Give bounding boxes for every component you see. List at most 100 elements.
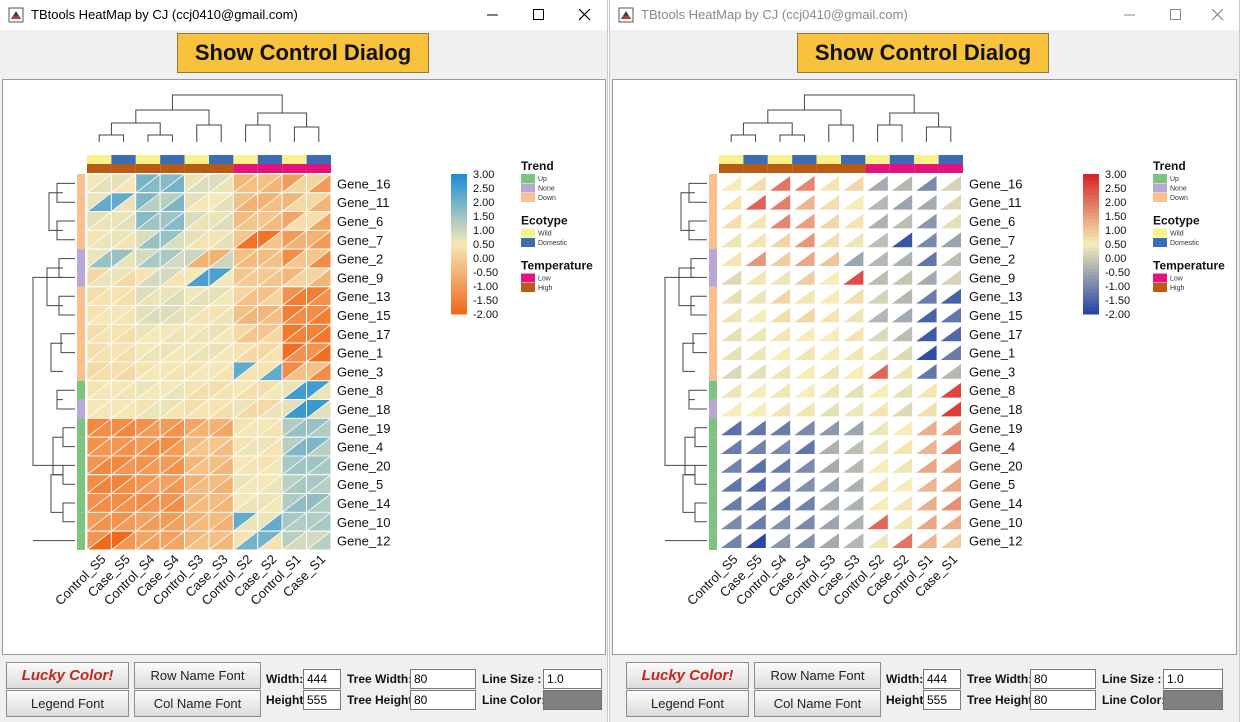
- heatmap-cell-triangle: [916, 288, 937, 304]
- heatmap-cell-triangle: [745, 213, 766, 229]
- trend-annotation-cell: [709, 380, 717, 400]
- heatmap-cell-triangle: [233, 512, 259, 533]
- ecotype-annotation-cell: [889, 155, 915, 164]
- heatmap-cell-triangle: [769, 420, 791, 436]
- heatmap-cell-triangle: [86, 211, 113, 232]
- col-name-font-button[interactable]: Col Name Font: [134, 690, 261, 717]
- heatmap-cell-triangle: [86, 530, 113, 551]
- color-scale-segment: [451, 303, 467, 308]
- maximize-button[interactable]: [1153, 0, 1199, 30]
- line-size-input[interactable]: [1163, 669, 1223, 689]
- color-scale-segment: [451, 286, 467, 290]
- line-size-input[interactable]: [543, 669, 602, 689]
- heatmap-cell-triangle: [843, 382, 864, 398]
- row-dendrogram-branch: [50, 474, 63, 513]
- heatmap-cell-triangle: [257, 173, 284, 194]
- heatmap-cell-triangle: [745, 326, 766, 342]
- height-input[interactable]: [923, 690, 961, 710]
- row-dendrogram-branch: [32, 276, 63, 466]
- ecotype-annotation-cell: [719, 155, 744, 164]
- tree-width-label: Tree Width:: [347, 672, 413, 686]
- trend-annotation-cell: [77, 380, 85, 400]
- color-scale-segment: [1083, 209, 1099, 213]
- heatmap-cell-triangle: [111, 173, 137, 194]
- heatmap-cell-triangle: [818, 307, 839, 323]
- heatmap-cell-triangle: [891, 420, 913, 436]
- width-input[interactable]: [303, 669, 341, 689]
- legend-font-button[interactable]: Legend Font: [626, 690, 749, 717]
- lucky-color-button[interactable]: Lucky Color!: [626, 662, 749, 689]
- row-label: Gene_12: [337, 534, 391, 549]
- heatmap-cell-triangle: [208, 474, 235, 495]
- heatmap-cell-triangle: [867, 495, 888, 511]
- heatmap-cell-triangle: [769, 270, 791, 285]
- heatmap-cell-triangle: [916, 458, 937, 473]
- column-dendrogram-branch: [245, 124, 271, 142]
- heatmap-cell-triangle: [940, 270, 961, 285]
- ecotype-annotation-cell: [111, 155, 136, 164]
- line-color-swatch[interactable]: [1163, 690, 1223, 710]
- row-name-font-button[interactable]: Row Name Font: [134, 662, 261, 689]
- heatmap-cell-triangle: [745, 194, 766, 210]
- color-scale-segment: [1083, 279, 1099, 283]
- tree-width-input[interactable]: [1030, 669, 1096, 689]
- minimize-button[interactable]: [1107, 0, 1153, 30]
- heatmap-cell-triangle: [208, 286, 235, 307]
- heatmap-cell-triangle: [135, 455, 162, 476]
- line-color-swatch[interactable]: [543, 690, 602, 710]
- heatmap-canvas: Gene_16 Gene_11 Gene_6 Gene_7 Gene_2 Gene_9 Ge…: [612, 79, 1237, 655]
- heatmap-cell-triangle: [891, 514, 913, 530]
- width-input[interactable]: [923, 669, 961, 689]
- color-scale-segment: [451, 202, 467, 206]
- row-dendrogram-branch: [48, 192, 63, 231]
- color-scale-segment: [451, 272, 467, 276]
- row-dendrogram-branch: [682, 342, 695, 372]
- color-scale-segment: [451, 198, 467, 203]
- col-name-font-button[interactable]: Col Name Font: [754, 690, 881, 717]
- heatmap-cell-triangle: [867, 307, 888, 323]
- column-dendrogram-branch: [779, 134, 805, 142]
- heatmap-cell-triangle: [257, 324, 284, 345]
- heatmap-cell-triangle: [843, 232, 864, 248]
- ecotype-annotation-cell: [87, 155, 112, 164]
- maximize-button[interactable]: [516, 0, 562, 30]
- heatmap-cell-triangle: [306, 436, 333, 457]
- row-dendrogram-branch: [46, 267, 63, 307]
- heatmap-cell-triangle: [86, 342, 113, 363]
- legend-font-button[interactable]: Legend Font: [6, 690, 129, 717]
- lucky-color-button[interactable]: Lucky Color!: [6, 662, 129, 689]
- color-scale-tick: -1.00: [1105, 281, 1130, 293]
- heatmap-cell-triangle: [135, 305, 162, 326]
- height-input[interactable]: [303, 690, 341, 710]
- heatmap-cell-triangle: [184, 342, 211, 363]
- row-name-font-button[interactable]: Row Name Font: [754, 662, 881, 689]
- close-button[interactable]: [562, 0, 608, 30]
- heatmap-cell-triangle: [891, 439, 913, 454]
- heatmap-cell-triangle: [281, 530, 308, 551]
- line-color-label: Line Color:: [1102, 693, 1166, 707]
- heatmap-cell-triangle: [769, 401, 791, 417]
- legend-title: Temperature: [1153, 259, 1225, 273]
- temperature-annotation-cell: [135, 164, 161, 173]
- minimize-button[interactable]: [470, 0, 516, 30]
- trend-annotation-cell: [77, 531, 85, 550]
- heatmap-cell-triangle: [867, 288, 888, 304]
- column-dendrogram-branch: [730, 134, 757, 142]
- tree-height-input[interactable]: [410, 690, 476, 710]
- tree-width-input[interactable]: [410, 669, 476, 689]
- row-label: Gene_15: [337, 308, 391, 323]
- trend-annotation-cell: [77, 399, 85, 419]
- close-button[interactable]: [1195, 0, 1240, 30]
- tree-height-input[interactable]: [1030, 690, 1096, 710]
- heatmap-cell-triangle: [721, 401, 742, 417]
- heatmap-cell-triangle: [940, 364, 961, 379]
- heatmap-cell-triangle: [867, 439, 888, 454]
- show-control-dialog-button[interactable]: Show Control Dialog: [177, 33, 429, 73]
- heatmap-cell-triangle: [281, 324, 308, 345]
- legend-swatch: [521, 228, 535, 238]
- heatmap-cell-triangle: [891, 495, 913, 511]
- color-scale-segment: [451, 251, 467, 255]
- row-label: Gene_8: [969, 383, 1015, 398]
- heatmap-cell-triangle: [281, 211, 308, 232]
- show-control-dialog-button[interactable]: Show Control Dialog: [797, 33, 1049, 73]
